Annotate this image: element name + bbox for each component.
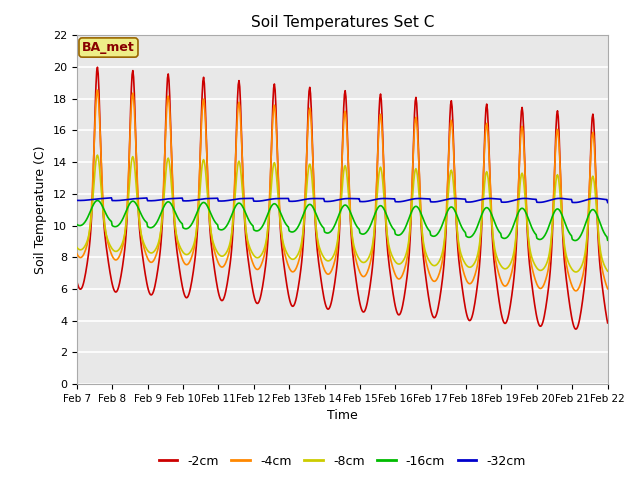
X-axis label: Time: Time: [327, 409, 358, 422]
Legend: -2cm, -4cm, -8cm, -16cm, -32cm: -2cm, -4cm, -8cm, -16cm, -32cm: [154, 450, 531, 472]
Text: BA_met: BA_met: [82, 41, 135, 54]
Y-axis label: Soil Temperature (C): Soil Temperature (C): [35, 145, 47, 274]
Title: Soil Temperatures Set C: Soil Temperatures Set C: [250, 15, 434, 30]
